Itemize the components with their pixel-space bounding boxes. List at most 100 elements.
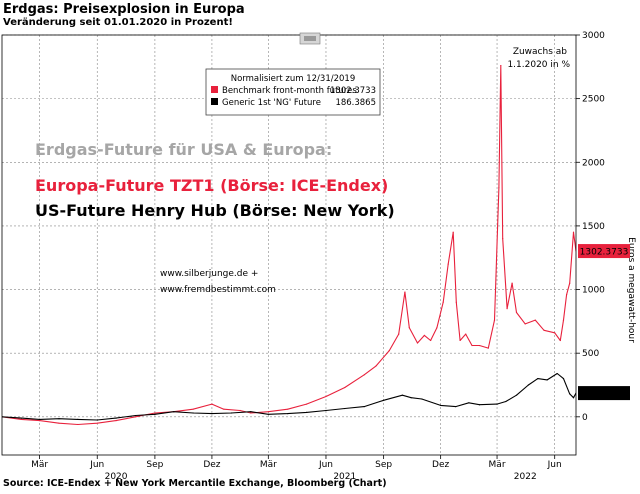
y-tick-label-2: 1000 bbox=[582, 286, 605, 296]
series-0-point-7 bbox=[134, 416, 137, 418]
series-0-point-3 bbox=[58, 422, 60, 424]
series-1-point-28 bbox=[496, 403, 498, 405]
series-1-point-6 bbox=[115, 417, 117, 419]
series-0-point-13 bbox=[239, 409, 241, 412]
series-0-point-49 bbox=[554, 332, 556, 334]
series-0-point-46 bbox=[524, 323, 526, 325]
series-0-point-6 bbox=[115, 420, 117, 422]
series-0-point-21 bbox=[375, 365, 377, 367]
series-0-point-39 bbox=[493, 319, 496, 321]
overlay-line-europe: Europa-Future TZT1 (Börse: ICE-Endex) bbox=[35, 176, 388, 195]
x-year-label-1: 2021 bbox=[333, 472, 356, 482]
chart-title: Erdgas: Preisexplosion in Europa bbox=[3, 2, 245, 17]
series-0-point-1 bbox=[20, 418, 23, 420]
series-1-point-14 bbox=[267, 413, 269, 415]
series-0-point-8 bbox=[154, 412, 156, 414]
legend-entry-red: Benchmark front-month futures bbox=[222, 86, 357, 96]
series-0-point-54 bbox=[572, 231, 575, 233]
series-0-point-22 bbox=[388, 350, 390, 352]
series-0-point-44 bbox=[511, 282, 513, 284]
series-0-point-30 bbox=[442, 301, 444, 303]
overlay-heading: Erdgas-Future für USA & Europa: bbox=[35, 140, 332, 159]
series-0-point-15 bbox=[267, 411, 269, 413]
y-tick-label-5: 2500 bbox=[582, 95, 605, 105]
series-1-point-26 bbox=[468, 402, 470, 404]
x-tick-label-3: Dez bbox=[203, 460, 220, 470]
x-year-label-0: 2020 bbox=[105, 472, 128, 482]
y-tick-label-1: 500 bbox=[582, 349, 599, 359]
series-1-point-2 bbox=[38, 418, 41, 420]
y-tick-label-6: 3000 bbox=[582, 31, 605, 41]
series-0-point-48 bbox=[543, 329, 545, 331]
series-1-point-20 bbox=[383, 399, 385, 401]
series-0-point-38 bbox=[487, 347, 489, 349]
x-tick-label-9: Jun bbox=[547, 460, 562, 470]
series-0-point-42 bbox=[502, 238, 504, 240]
series-0-point-43 bbox=[506, 308, 508, 310]
legend-value-red: 1302.3733 bbox=[330, 86, 376, 96]
annotation-line-2: 1.1.2020 in % bbox=[507, 60, 570, 70]
y-tick-label-4: 2000 bbox=[582, 158, 605, 168]
watermark-line-1: www.silberjunge.de + bbox=[160, 269, 258, 279]
series-0-point-31 bbox=[447, 263, 449, 265]
series-1-point-13 bbox=[250, 411, 252, 413]
legend-header: Normalisiert zum 12/31/2019 bbox=[231, 74, 356, 84]
source-note: Source: ICE-Endex + New York Mercantile … bbox=[3, 478, 387, 489]
x-tick-label-8: Mär bbox=[489, 460, 506, 470]
series-1-point-37 bbox=[572, 397, 575, 399]
series-0-point-40 bbox=[498, 187, 500, 189]
x-tick-label-5: Jun bbox=[318, 460, 333, 470]
y-axis: 0 500 1000 1500 2000 2500 3000 bbox=[576, 31, 605, 423]
x-tick-label-7: Dez bbox=[432, 460, 449, 470]
series-0-point-23 bbox=[398, 333, 400, 335]
series-0-point-2 bbox=[38, 420, 41, 422]
series-1-point-17 bbox=[325, 409, 327, 412]
series-0-point-17 bbox=[305, 403, 308, 405]
series-1-point-32 bbox=[537, 378, 539, 380]
series-0-point-33 bbox=[455, 301, 457, 303]
annotation-line-1: Zuwachs ab bbox=[513, 47, 567, 57]
series-0-point-28 bbox=[430, 339, 432, 342]
series-0-point-14 bbox=[250, 412, 252, 414]
series-0-point-11 bbox=[211, 403, 213, 405]
series-1-point-11 bbox=[211, 413, 213, 415]
series-1-point-18 bbox=[344, 407, 346, 410]
series-1-point-33 bbox=[546, 379, 548, 381]
series-1-point-25 bbox=[455, 406, 457, 408]
series-0-point-32 bbox=[452, 231, 454, 233]
series-0-point-25 bbox=[408, 327, 410, 329]
series-1-point-3 bbox=[58, 418, 60, 420]
series-0-point-18 bbox=[325, 395, 327, 398]
x-tick-label-1: Jun bbox=[89, 460, 104, 470]
last-value-labels: 1302.3733 186.3865 bbox=[578, 244, 630, 401]
series-1-point-4 bbox=[77, 418, 79, 420]
series-1-point-29 bbox=[505, 400, 507, 403]
series-0-point-36 bbox=[471, 344, 473, 347]
series-0-point-41 bbox=[500, 64, 502, 67]
y-axis-label: Euros a megawatt-hour bbox=[626, 237, 636, 343]
series-0-point-4 bbox=[77, 423, 79, 426]
legend-swatch-black bbox=[211, 98, 218, 105]
last-value-label-0: 1302.3733 bbox=[580, 248, 629, 258]
x-tick-label-4: Mär bbox=[260, 460, 277, 470]
last-value-box-0 bbox=[578, 244, 630, 259]
series-1-point-12 bbox=[230, 412, 232, 414]
series-1-point-16 bbox=[305, 411, 308, 413]
watermark-line-2: www.fremdbestimmt.com bbox=[160, 285, 276, 295]
last-value-box-1 bbox=[578, 386, 630, 401]
series-0-point-29 bbox=[436, 327, 438, 329]
x-tick-label-6: Sep bbox=[375, 460, 392, 470]
legend-swatch-red bbox=[211, 86, 218, 93]
overlay-line-us: US-Future Henry Hub (Börse: New York) bbox=[35, 201, 395, 220]
series-1-point-23 bbox=[421, 398, 423, 400]
chart-subtitle: Veränderung seit 01.01.2020 in Prozent! bbox=[3, 17, 233, 28]
toggle-button[interactable] bbox=[299, 32, 321, 45]
series-0-point-37 bbox=[478, 344, 481, 347]
series-line-0 bbox=[2, 64, 576, 426]
series-0-point-16 bbox=[287, 408, 289, 410]
series-0-point-34 bbox=[459, 339, 461, 342]
series-1-point-31 bbox=[527, 384, 529, 386]
series-1-point-9 bbox=[173, 411, 175, 413]
